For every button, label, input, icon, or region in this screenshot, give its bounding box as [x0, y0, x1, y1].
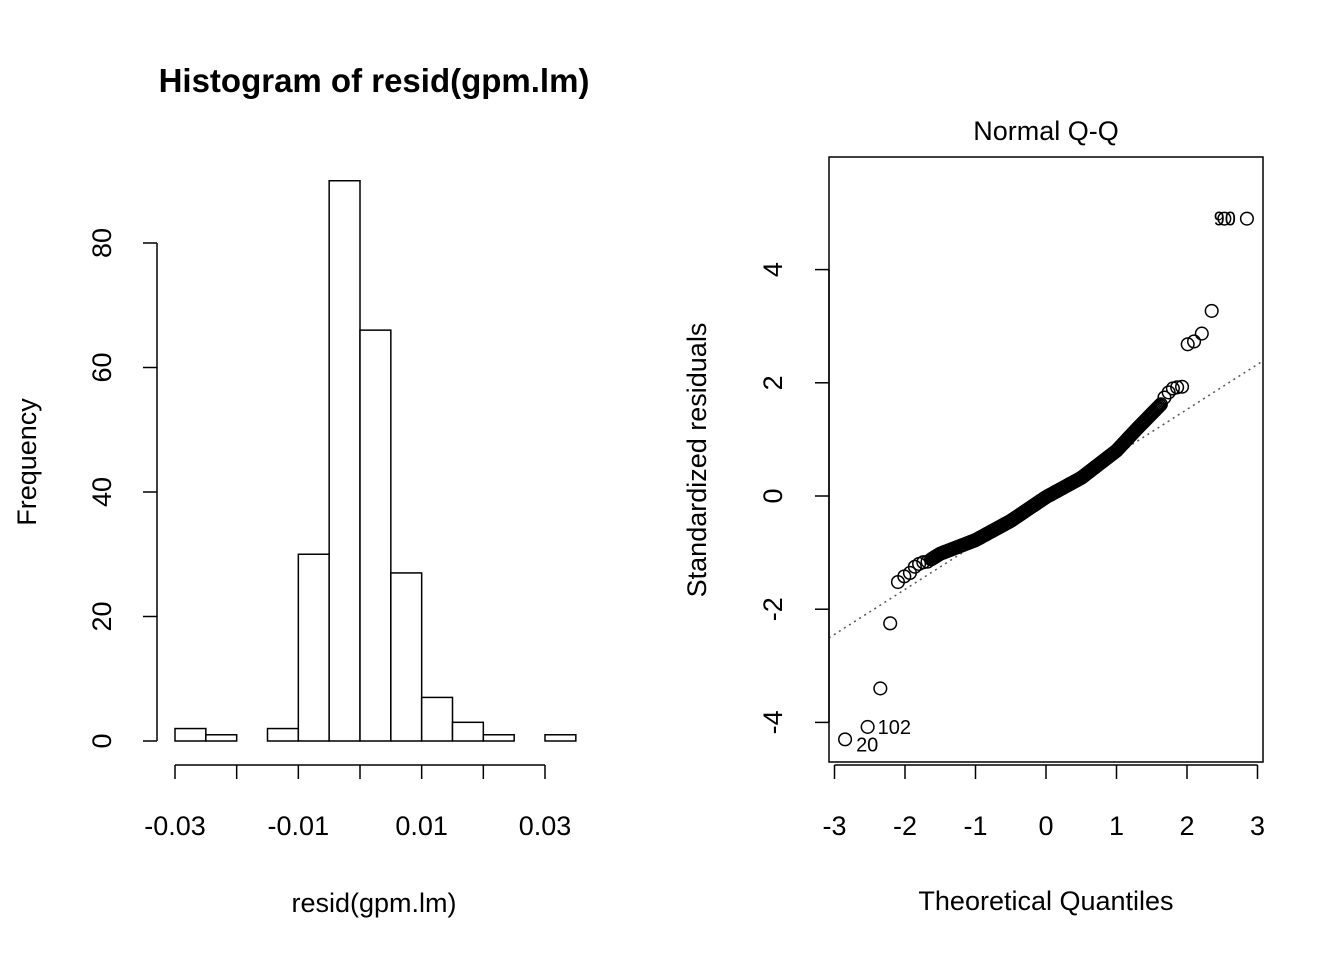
histogram-y-tick-label: 20	[87, 601, 117, 631]
qq-y-axis: -4 -2 0 2 4	[758, 262, 830, 734]
histogram-x-axis: -0.03 -0.01 0.01 0.03	[144, 764, 572, 841]
qq-y-tick-label: -2	[758, 597, 788, 621]
histogram-bar	[266, 727, 300, 742]
qq-point	[1180, 337, 1195, 352]
qq-x-tick-label: 2	[1179, 811, 1194, 841]
qq-point	[1175, 379, 1190, 394]
qq-x-tick-label: 0	[1038, 811, 1053, 841]
qq-y-tick-label: -4	[758, 710, 788, 734]
qq-point	[1150, 400, 1165, 415]
qq-x-tick-label: 3	[1250, 811, 1265, 841]
histogram-panel: Histogram of resid(gpm.lm) resid(gpm.lm)…	[12, 62, 589, 918]
qq-x-axis: -3 -2 -1 0 1 2 3	[822, 764, 1265, 841]
qq-point	[1170, 380, 1185, 395]
qq-point	[1152, 398, 1167, 413]
qq-point	[838, 732, 853, 747]
histogram-bar	[420, 696, 454, 742]
histogram-bar	[174, 727, 207, 742]
qq-points	[838, 211, 1254, 747]
qq-point	[1157, 390, 1172, 405]
histogram-bar	[297, 553, 330, 742]
qq-y-tick-label: 2	[758, 375, 788, 390]
qq-point	[1194, 326, 1209, 341]
qq-reference-line-segment	[828, 360, 1264, 639]
qq-point	[907, 559, 922, 574]
qq-point	[1204, 303, 1219, 318]
qq-plot-panel: Normal Q-Q Theoretical Quantiles Standar…	[682, 116, 1265, 916]
histogram-bar	[390, 572, 423, 742]
histogram-bar	[482, 734, 515, 742]
histogram-bar	[359, 329, 392, 742]
qq-point	[1161, 385, 1176, 400]
histogram-x-tick-label: -0.03	[144, 811, 206, 841]
qq-title: Normal Q-Q	[973, 116, 1119, 146]
qq-reference-line	[828, 360, 1264, 639]
histogram-bar	[451, 721, 485, 742]
qq-x-tick-label: -1	[963, 811, 987, 841]
histogram-y-tick-label: 0	[87, 733, 117, 748]
qq-x-tick-label: -2	[893, 811, 917, 841]
histogram-y-tick-label: 80	[87, 228, 117, 258]
qq-x-tick-label: 1	[1109, 811, 1124, 841]
qq-point	[1217, 211, 1232, 226]
qq-point	[860, 719, 875, 734]
histogram-title: Histogram of resid(gpm.lm)	[159, 62, 590, 99]
qq-point	[1239, 211, 1254, 226]
qq-x-tick-label: -3	[822, 811, 846, 841]
qq-y-tick-label: 4	[758, 262, 788, 277]
histogram-x-tick-label: -0.01	[268, 811, 330, 841]
qq-x-label: Theoretical Quantiles	[918, 886, 1173, 916]
histogram-y-tick-label: 60	[87, 352, 117, 382]
qq-point-label: 90	[1214, 209, 1236, 231]
qq-point-label: 102	[878, 717, 911, 739]
histogram-bar	[544, 734, 577, 742]
histogram-y-label: Frequency	[12, 398, 42, 526]
qq-point	[1153, 397, 1168, 412]
qq-point	[1187, 334, 1202, 349]
histogram-x-tick-label: 0.01	[395, 811, 448, 841]
histogram-bar	[205, 734, 238, 742]
histogram-bars	[174, 180, 577, 742]
histogram-y-axis: 0 20 40 60 80	[87, 228, 158, 749]
qq-y-tick-label: 0	[758, 488, 788, 503]
qq-point	[873, 681, 888, 696]
histogram-y-tick-label: 40	[87, 477, 117, 507]
qq-point-label: 20	[856, 734, 878, 756]
histogram-x-label: resid(gpm.lm)	[291, 888, 456, 918]
qq-point	[1149, 401, 1164, 416]
histogram-bar	[328, 180, 361, 742]
qq-point	[883, 616, 898, 631]
qq-y-label: Standardized residuals	[682, 323, 712, 598]
histogram-x-tick-label: 0.03	[519, 811, 572, 841]
